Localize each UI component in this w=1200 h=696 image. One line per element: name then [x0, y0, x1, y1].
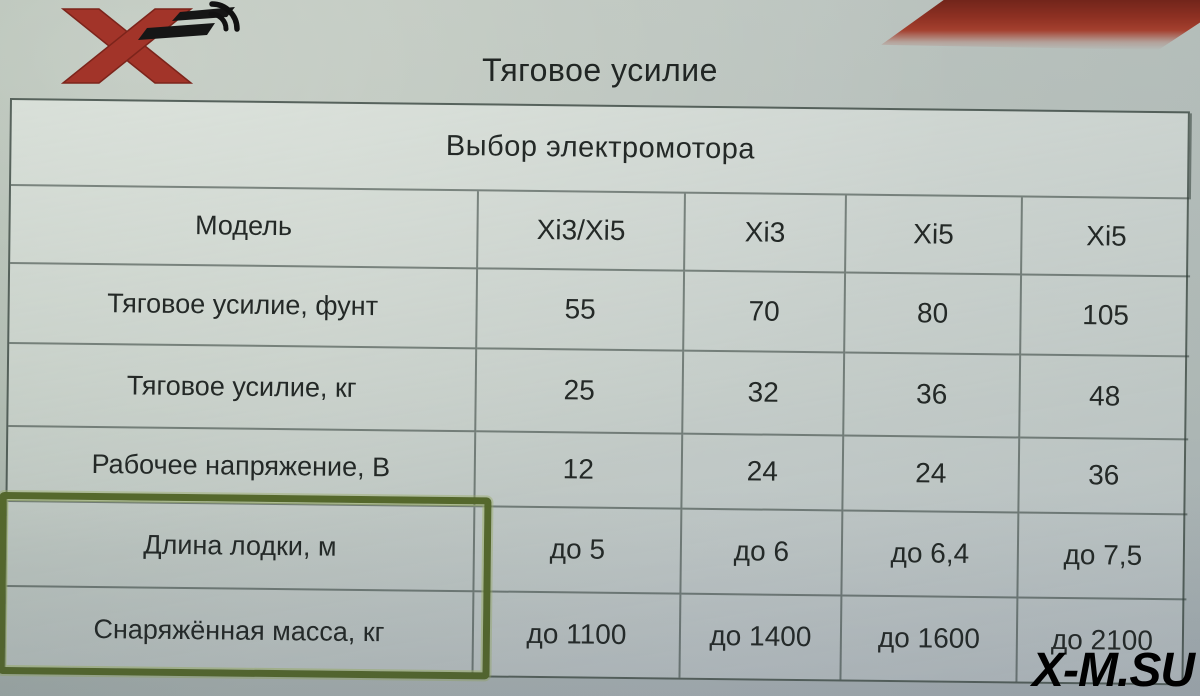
row-label-boat-length: Длина лодки, м	[6, 501, 476, 593]
row-label-thrust-kg: Тяговое усилие, кг	[8, 344, 478, 433]
cell-boat-length-2: до 6	[681, 509, 844, 597]
cell-model-3: Xi5	[846, 195, 1023, 276]
table-header: Выбор электромотора	[11, 100, 1192, 200]
cell-thrust-kg-1: 25	[476, 349, 685, 435]
watermark: X-M.SU	[1032, 644, 1195, 696]
cell-boat-length-1: до 5	[474, 507, 683, 595]
cell-voltage-3: 24	[843, 436, 1021, 514]
table-wrap: Выбор электромотора Модель Xi3/Xi5 Xi3 X…	[0, 98, 1192, 686]
cell-thrust-lb-3: 80	[845, 273, 1023, 356]
cell-thrust-kg-3: 36	[844, 353, 1022, 439]
cell-thrust-lb-2: 70	[684, 271, 847, 354]
brand-x-logo	[60, 1, 240, 84]
row-label-model: Модель	[10, 186, 479, 270]
cell-thrust-lb-1: 55	[477, 269, 686, 352]
signal-arcs-icon	[208, 1, 240, 32]
row-label-voltage: Рабочее напряжение, В	[7, 427, 477, 508]
cell-voltage-1: 12	[475, 432, 684, 510]
motor-selection-table: Выбор электромотора Модель Xi3/Xi5 Xi3 X…	[3, 98, 1192, 686]
cell-curb-weight-3: до 1600	[841, 596, 1019, 682]
row-label-curb-weight: Снаряжённая масса, кг	[5, 586, 475, 676]
page-title: Тяговое усилие	[482, 52, 718, 88]
cell-curb-weight-1: до 1100	[473, 592, 682, 678]
row-label-thrust-lb: Тяговое усилие, фунт	[9, 264, 479, 350]
cell-boat-length-4: до 7,5	[1018, 513, 1188, 601]
cell-thrust-kg-2: 32	[683, 351, 846, 437]
cell-model-4: Xi5	[1022, 197, 1191, 278]
cell-boat-length-3: до 6,4	[842, 511, 1020, 599]
cell-model-1: Xi3/Xi5	[478, 191, 686, 272]
cell-voltage-4: 36	[1019, 438, 1189, 516]
cell-thrust-lb-4: 105	[1021, 275, 1191, 358]
cell-voltage-2: 24	[682, 434, 845, 512]
cell-thrust-kg-4: 48	[1020, 355, 1190, 441]
red-ribbon	[881, 0, 1200, 50]
cell-curb-weight-2: до 1400	[680, 594, 843, 680]
cell-model-2: Xi3	[685, 193, 847, 274]
